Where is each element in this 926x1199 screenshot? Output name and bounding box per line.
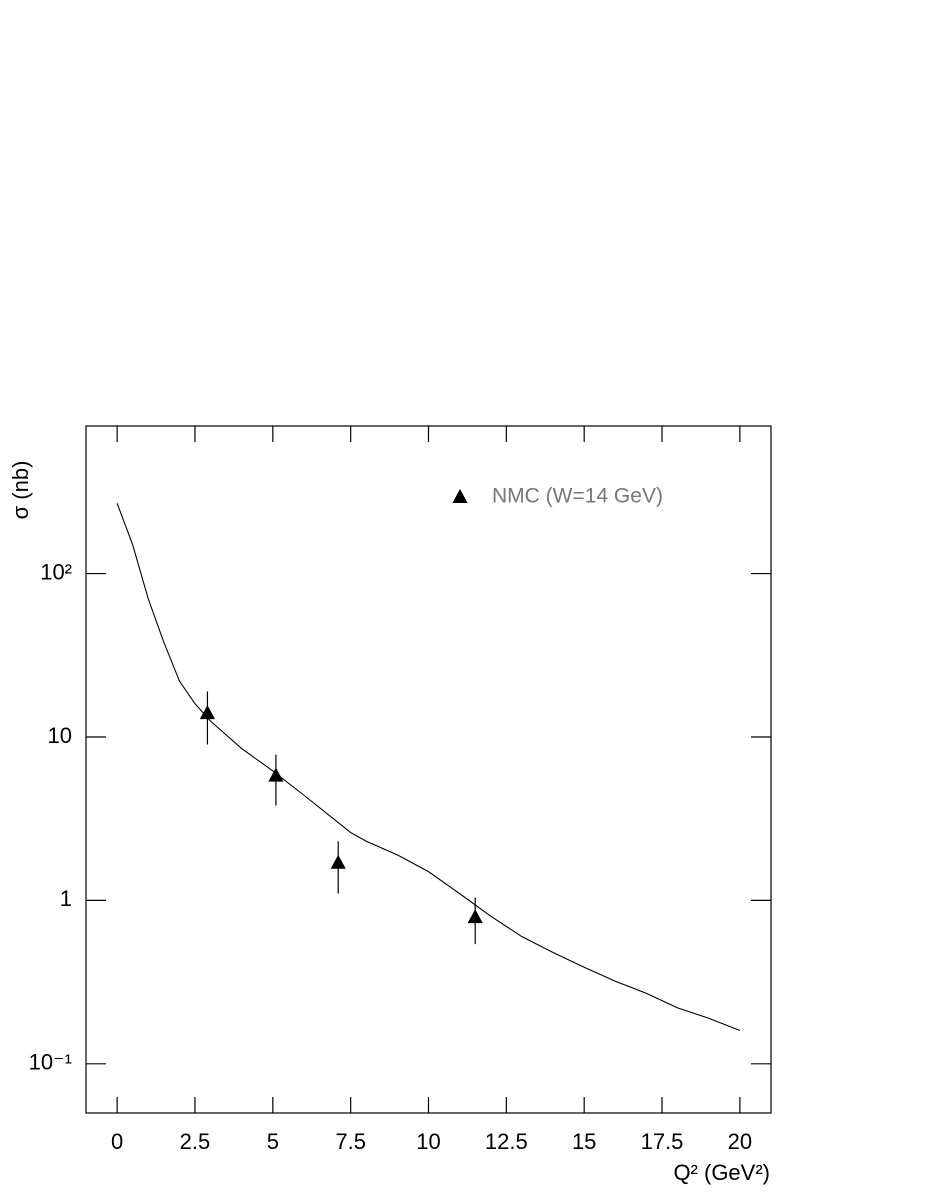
y-tick-label: 10 xyxy=(48,723,72,748)
x-tick-label: 5 xyxy=(267,1129,279,1154)
y-tick-label: 1 xyxy=(60,886,72,911)
x-tick-label: 17.5 xyxy=(641,1129,684,1154)
x-tick-label: 10 xyxy=(416,1129,440,1154)
x-tick-label: 0 xyxy=(111,1129,123,1154)
curve xyxy=(116,503,741,1031)
x-tick-label: 15 xyxy=(572,1129,596,1154)
legend-label: NMC (W=14 GeV) xyxy=(492,485,663,508)
data-point xyxy=(199,705,216,720)
data-point xyxy=(330,854,346,869)
y-tick-label: 10² xyxy=(40,559,72,584)
data-point xyxy=(467,909,483,924)
y-axis-label: σ (nb) xyxy=(8,461,33,520)
x-tick-label: 20 xyxy=(728,1129,752,1154)
y-tick-label: 10⁻¹ xyxy=(29,1050,72,1075)
x-tick-label: 7.5 xyxy=(335,1129,366,1154)
plot-frame xyxy=(85,425,772,1114)
data-point xyxy=(268,767,284,782)
x-tick-label: 12.5 xyxy=(485,1129,528,1154)
x-axis-label: Q² (GeV²) xyxy=(673,1160,770,1185)
x-tick-label: 2.5 xyxy=(180,1129,211,1154)
legend-marker xyxy=(452,489,468,503)
